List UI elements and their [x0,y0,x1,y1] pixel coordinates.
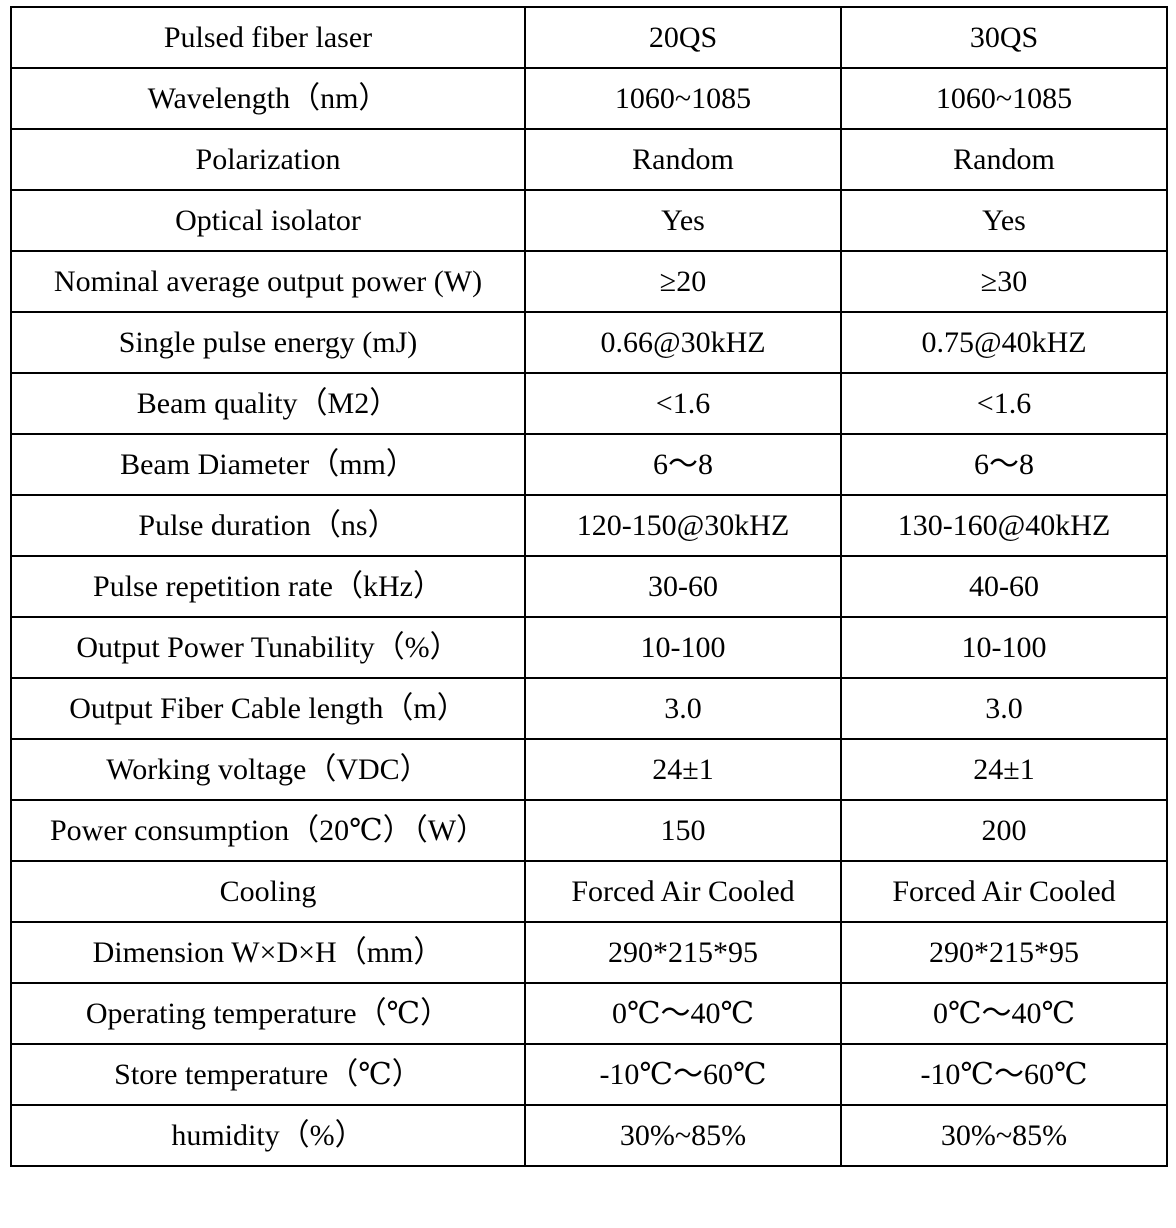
spec-30qs-cell: Random [840,128,1168,191]
spec-label-cell: Output Fiber Cable length（m） [10,677,526,740]
spec-label-cell: Single pulse energy (mJ) [10,311,526,374]
spec-30qs-cell: <1.6 [840,372,1168,435]
spec-20qs-cell: 120-150@30kHZ [524,494,842,557]
table-row: Beam Diameter（mm） 6～8 6～8 [10,433,1168,496]
spec-30qs-cell: 290*215*95 [840,921,1168,984]
spec-label-cell: Nominal average output power (W) [10,250,526,313]
spec-20qs-cell: 150 [524,799,842,862]
spec-label-cell: Polarization [10,128,526,191]
spec-20qs-cell: 3.0 [524,677,842,740]
header-model-label: Pulsed fiber laser [10,6,526,69]
spec-20qs-cell: Forced Air Cooled [524,860,842,923]
spec-30qs-cell: Yes [840,189,1168,252]
table-row: Nominal average output power (W) ≥20 ≥30 [10,250,1168,313]
spec-label-cell: Working voltage（VDC） [10,738,526,801]
spec-20qs-cell: 10-100 [524,616,842,679]
spec-20qs-cell: <1.6 [524,372,842,435]
spec-label-cell: Dimension W×D×H（mm） [10,921,526,984]
table-row: Beam quality（M2） <1.6 <1.6 [10,372,1168,435]
table-row: Optical isolator Yes Yes [10,189,1168,252]
table-row: Cooling Forced Air Cooled Forced Air Coole… [10,860,1168,923]
spec-30qs-cell: 30%~85% [840,1104,1168,1167]
spec-table-body: Pulsed fiber laser 20QS 30QS Wavelength（nm）… [10,6,1168,1167]
spec-label-cell: Wavelength（nm） [10,67,526,130]
spec-20qs-cell: 1060~1085 [524,67,842,130]
spec-label-cell: Power consumption（20℃）（W） [10,799,526,862]
spec-30qs-cell: 10-100 [840,616,1168,679]
spec-30qs-cell: 24±1 [840,738,1168,801]
header-30qs: 30QS [840,6,1168,69]
spec-label-cell: Output Power Tunability（%） [10,616,526,679]
spec-30qs-cell: -10℃～60℃ [840,1043,1168,1106]
table-row: humidity（%） 30%~85% 30%~85% [10,1104,1168,1167]
table-row: Pulse repetition rate（kHz） 30-60 40-60 [10,555,1168,618]
spec-20qs-cell: 0℃～40℃ [524,982,842,1045]
spec-20qs-cell: 290*215*95 [524,921,842,984]
table-row: Wavelength（nm） 1060~1085 1060~1085 [10,67,1168,130]
table-row: Output Fiber Cable length（m） 3.0 3.0 [10,677,1168,740]
table-row: Single pulse energy (mJ) 0.66@30kHZ 0.75@4… [10,311,1168,374]
spec-30qs-cell: Forced Air Cooled [840,860,1168,923]
spec-label-cell: Pulse duration（ns） [10,494,526,557]
spec-label-cell: humidity（%） [10,1104,526,1167]
spec-30qs-cell: 1060~1085 [840,67,1168,130]
spec-20qs-cell: 0.66@30kHZ [524,311,842,374]
spec-label-cell: Operating temperature（℃） [10,982,526,1045]
spec-20qs-cell: 30-60 [524,555,842,618]
spec-20qs-cell: Yes [524,189,842,252]
table-row: Operating temperature（℃） 0℃～40℃ 0℃～40℃ [10,982,1168,1045]
spec-30qs-cell: 6～8 [840,433,1168,496]
spec-20qs-cell: 30%~85% [524,1104,842,1167]
spec-label-cell: Optical isolator [10,189,526,252]
spec-label-cell: Store temperature（℃） [10,1043,526,1106]
spec-20qs-cell: ≥20 [524,250,842,313]
spec-30qs-cell: 130-160@40kHZ [840,494,1168,557]
laser-spec-table: Pulsed fiber laser 20QS 30QS Wavelength（nm）… [10,6,1168,1167]
spec-30qs-cell: ≥30 [840,250,1168,313]
table-row: Working voltage（VDC） 24±1 24±1 [10,738,1168,801]
table-row: Pulse duration（ns） 120-150@30kHZ 130-160@4… [10,494,1168,557]
spec-30qs-cell: 200 [840,799,1168,862]
spec-30qs-cell: 3.0 [840,677,1168,740]
table-row: Store temperature（℃） -10℃～60℃ -10℃～60℃ [10,1043,1168,1106]
spec-20qs-cell: 6～8 [524,433,842,496]
table-row: Dimension W×D×H（mm） 290*215*95 290*215*95 [10,921,1168,984]
header-20qs: 20QS [524,6,842,69]
table-row: Output Power Tunability（%） 10-100 10-100 [10,616,1168,679]
spec-20qs-cell: Random [524,128,842,191]
table-row: Polarization Random Random [10,128,1168,191]
table-row: Power consumption（20℃）（W） 150 200 [10,799,1168,862]
spec-30qs-cell: 0.75@40kHZ [840,311,1168,374]
spec-label-cell: Cooling [10,860,526,923]
spec-30qs-cell: 0℃～40℃ [840,982,1168,1045]
spec-label-cell: Beam quality（M2） [10,372,526,435]
spec-label-cell: Beam Diameter（mm） [10,433,526,496]
spec-20qs-cell: -10℃～60℃ [524,1043,842,1106]
spec-30qs-cell: 40-60 [840,555,1168,618]
spec-20qs-cell: 24±1 [524,738,842,801]
spec-label-cell: Pulse repetition rate（kHz） [10,555,526,618]
table-header-row: Pulsed fiber laser 20QS 30QS [10,6,1168,69]
